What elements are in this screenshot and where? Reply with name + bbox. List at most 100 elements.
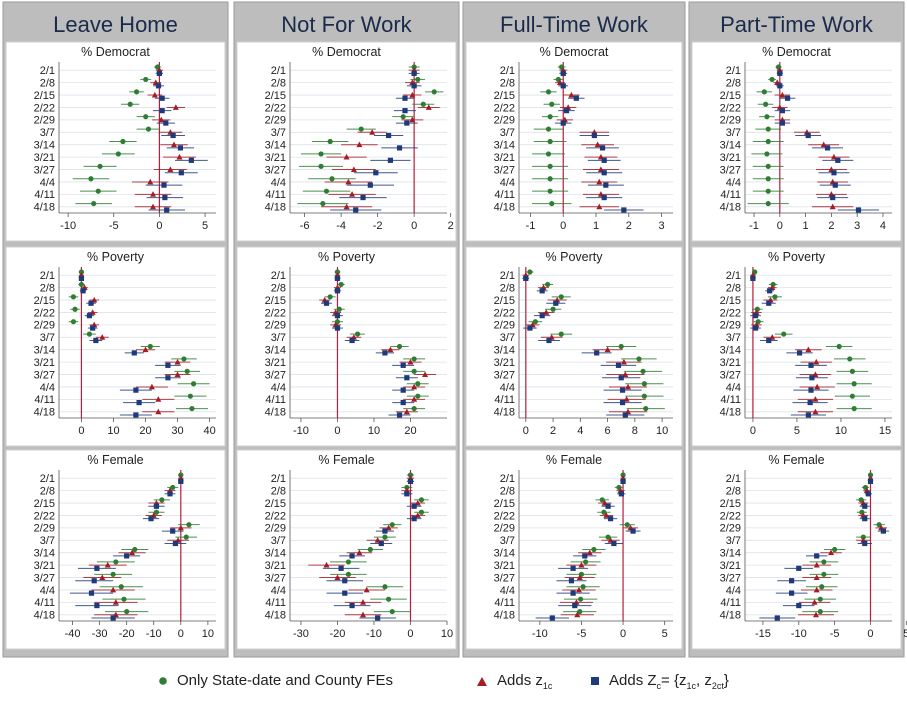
point-square (334, 325, 341, 331)
point-circle (415, 76, 421, 83)
x-tick-label: 5 (662, 628, 668, 640)
y-tick-label: 2/22 (34, 307, 55, 319)
y-tick-label: 4/18 (265, 407, 286, 419)
y-tick-label: 3/21 (265, 152, 286, 164)
point-triangle (594, 141, 601, 148)
point-circle (95, 188, 101, 194)
y-tick-label: 3/21 (494, 152, 515, 164)
point-square (178, 478, 184, 485)
y-tick-label: 3/7 (500, 332, 515, 344)
y-tick-label: 4/18 (34, 407, 55, 419)
y-tick-label: 2/15 (720, 90, 741, 102)
point-triangle (363, 586, 370, 593)
x-tick-label: 20 (404, 425, 416, 437)
x-tick-label: 0 (334, 425, 340, 437)
point-circle (763, 101, 769, 107)
y-tick-label: 4/11 (265, 189, 286, 201)
point-triangle (814, 383, 821, 390)
point-square (378, 540, 384, 547)
point-circle (527, 269, 533, 275)
point-square (560, 83, 566, 89)
y-tick-label: 3/7 (271, 127, 286, 139)
point-square (86, 313, 93, 319)
x-tick-label: 10 (441, 628, 453, 640)
y-tick-label: 2/1 (271, 65, 286, 77)
point-circle (817, 608, 823, 615)
point-circle (345, 571, 352, 577)
point-triangle (409, 116, 416, 123)
point-circle (181, 356, 187, 362)
point-triangle (829, 203, 836, 210)
x-tick-label: 0 (750, 425, 756, 437)
y-tick-label: 2/22 (34, 102, 55, 114)
y-tick-label: 2/15 (494, 90, 515, 102)
point-circle (764, 151, 770, 157)
y-tick-label: 4/11 (34, 394, 55, 406)
panel-title: % Democrat (81, 45, 150, 59)
point-circle (764, 114, 770, 120)
point-triangle (403, 408, 410, 415)
y-tick-label: 4/11 (265, 394, 286, 406)
y-tick-label: 3/14 (265, 345, 286, 357)
point-square (560, 120, 566, 126)
x-tick-label: -4 (336, 220, 346, 232)
x-tick-label: 0 (523, 425, 529, 437)
y-tick-label: 4/18 (34, 202, 55, 214)
x-tick-label: -10 (366, 628, 382, 640)
point-square (808, 362, 814, 368)
x-tick-label: -5 (109, 220, 119, 232)
y-tick-label: 2/29 (265, 523, 286, 535)
x-tick-label: -1 (526, 220, 536, 232)
point-circle (389, 522, 395, 528)
point-circle (113, 559, 119, 565)
y-tick-label: 2/1 (500, 270, 515, 282)
point-triangle (411, 396, 418, 402)
point-circle (178, 472, 184, 478)
point-circle (170, 484, 176, 491)
point-circle (550, 306, 556, 312)
point-square (789, 590, 795, 596)
point-square (867, 478, 874, 485)
point-circle (582, 559, 589, 565)
point-triangle (334, 574, 341, 580)
y-tick-label: 3/21 (34, 560, 55, 572)
x-tick-label: 0 (777, 220, 783, 232)
point-square (411, 83, 417, 89)
panel: % Democrat2/12/82/152/222/293/73/143/213… (691, 41, 902, 242)
point-square (349, 602, 355, 609)
panel-background (5, 246, 226, 447)
x-tick-label: 1 (593, 220, 599, 232)
y-tick-label: 2/8 (271, 282, 286, 294)
point-triangle (425, 104, 432, 110)
point-circle (858, 497, 864, 503)
point-circle (133, 89, 140, 95)
point-square (400, 362, 406, 368)
y-tick-label: 4/18 (720, 610, 741, 622)
x-tick-label: 0 (867, 628, 873, 640)
point-square (862, 540, 868, 547)
point-triangle (343, 203, 350, 210)
point-circle (367, 546, 373, 553)
point-square (94, 565, 100, 571)
point-square (170, 132, 176, 139)
point-circle (761, 89, 767, 95)
y-tick-label: 2/8 (40, 77, 55, 89)
x-tick-label: -40 (65, 628, 81, 640)
y-tick-label: 2/29 (494, 115, 515, 127)
y-tick-label: 2/1 (40, 270, 55, 282)
y-tick-label: 4/4 (40, 177, 55, 189)
point-square (338, 565, 344, 571)
point-square (618, 375, 624, 381)
point-triangle (813, 574, 820, 580)
point-triangle (568, 91, 575, 98)
y-tick-label: 3/27 (34, 572, 55, 584)
x-tick-label: 6 (605, 425, 611, 437)
point-triangle (813, 586, 820, 593)
y-tick-label: 3/7 (40, 332, 55, 344)
point-square (334, 313, 341, 319)
point-circle (558, 331, 564, 337)
point-triangle (99, 334, 106, 340)
y-tick-label: 3/14 (265, 140, 286, 152)
y-tick-label: 3/21 (265, 560, 286, 572)
point-square (865, 491, 871, 497)
